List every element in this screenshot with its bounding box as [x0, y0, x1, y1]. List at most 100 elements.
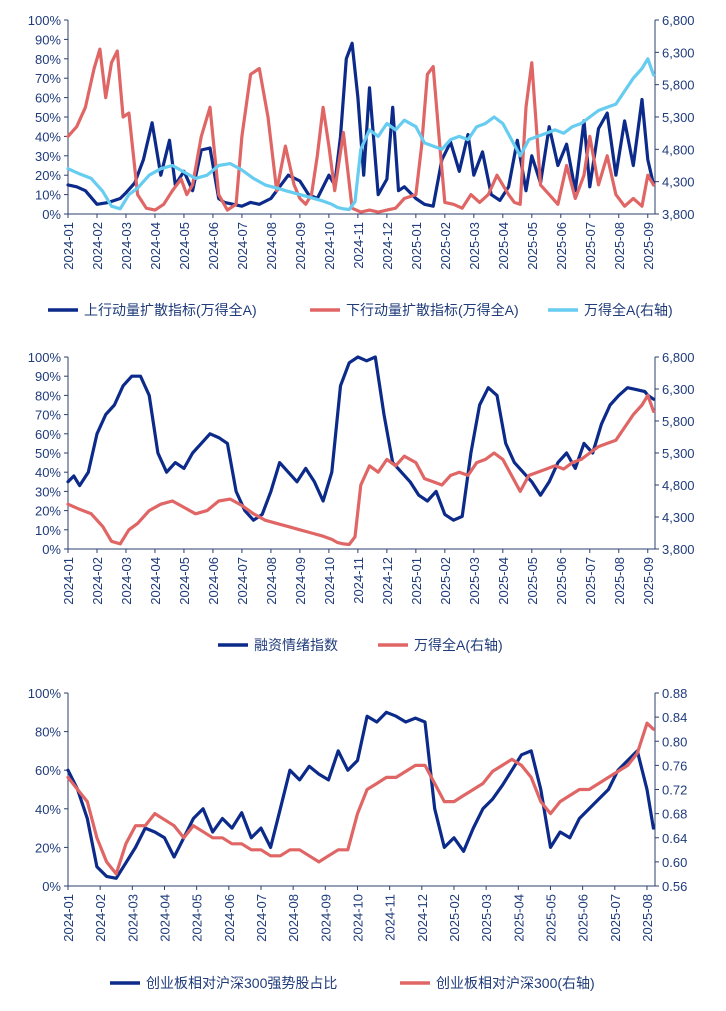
x-tick-label: 2024-07 — [235, 222, 250, 270]
x-tick-label: 2024-07 — [235, 557, 250, 605]
y-right-tick-label: 0.64 — [662, 831, 687, 846]
x-tick-label: 2024-10 — [322, 222, 337, 270]
y-left-tick-label: 90% — [35, 32, 61, 47]
x-tick-label: 2024-08 — [264, 222, 279, 270]
y-right-tick-label: 5,300 — [662, 446, 695, 461]
y-right-tick-label: 0.84 — [662, 710, 687, 725]
x-tick-label: 2025-03 — [467, 222, 482, 270]
y-right-tick-label: 4,300 — [662, 175, 695, 190]
legend-label: 万得全A(右轴) — [414, 637, 503, 653]
y-left-tick-label: 100% — [28, 686, 62, 701]
x-tick-label: 2025-01 — [409, 557, 424, 605]
x-tick-label: 2024-12 — [380, 557, 395, 605]
x-tick-label: 2024-06 — [222, 894, 237, 942]
y-left-tick-label: 70% — [35, 71, 61, 86]
y-right-tick-label: 0.88 — [662, 686, 687, 701]
y-left-tick-label: 50% — [35, 446, 61, 461]
x-tick-label: 2024-04 — [148, 222, 163, 270]
y-left-tick-label: 0% — [42, 207, 61, 222]
x-tick-label: 2024-03 — [125, 894, 140, 942]
y-left-tick-label: 60% — [35, 763, 61, 778]
x-tick-label: 2025-07 — [583, 557, 598, 605]
x-tick-label: 2024-12 — [415, 894, 430, 942]
x-tick-label: 2025-08 — [612, 222, 627, 270]
x-tick-label: 2024-09 — [318, 894, 333, 942]
y-left-tick-label: 10% — [35, 523, 61, 538]
x-tick-label: 2025-05 — [525, 557, 540, 605]
x-tick-label: 2024-10 — [350, 894, 365, 942]
y-left-tick-label: 80% — [35, 725, 61, 740]
x-tick-label: 2024-11 — [383, 894, 398, 941]
series-line-1-3 — [66, 57, 656, 212]
y-left-tick-label: 80% — [35, 52, 61, 67]
x-tick-label: 2024-06 — [206, 557, 221, 605]
series-line-1-1 — [66, 41, 656, 208]
y-right-tick-label: 0.80 — [662, 734, 687, 749]
y-left-tick-label: 90% — [35, 369, 61, 384]
x-tick-label: 2024-11 — [351, 222, 366, 269]
x-tick-label: 2024-05 — [177, 222, 192, 270]
x-tick-label: 2025-05 — [525, 222, 540, 270]
x-tick-label: 2024-03 — [119, 557, 134, 605]
x-tick-label: 2024-10 — [322, 557, 337, 605]
x-tick-label: 2025-06 — [554, 557, 569, 605]
legend-label: 创业板相对沪深300强势股占比 — [146, 975, 337, 991]
y-right-tick-label: 0.60 — [662, 855, 687, 870]
x-tick-label: 2024-09 — [293, 222, 308, 270]
y-left-tick-label: 40% — [35, 129, 61, 144]
y-left-tick-label: 10% — [35, 188, 61, 203]
y-left-tick-label: 20% — [35, 504, 61, 519]
x-tick-label: 2024-09 — [293, 557, 308, 605]
series-line-1-2 — [66, 47, 656, 214]
x-tick-label: 2025-03 — [479, 894, 494, 942]
series-line-2-2 — [66, 393, 656, 547]
x-tick-label: 2025-06 — [554, 222, 569, 270]
x-tick-label: 2024-07 — [254, 894, 269, 942]
y-left-tick-label: 20% — [35, 168, 61, 183]
x-tick-label: 2025-08 — [640, 894, 655, 942]
x-tick-label: 2024-08 — [264, 557, 279, 605]
x-tick-label: 2024-01 — [61, 557, 76, 605]
x-tick-label: 2024-08 — [286, 894, 301, 942]
y-right-tick-label: 0.76 — [662, 758, 687, 773]
x-tick-label: 2025-04 — [496, 557, 511, 605]
chart-momentum-diffusion: 0% 10% 20% 30% 40% 50% 60% 70% 80% 90% 100% 3,800 4,… — [28, 13, 695, 318]
x-tick-label: 2025-07 — [608, 894, 623, 942]
x-tick-label: 2025-08 — [612, 557, 627, 605]
y-right-tick-label: 0.56 — [662, 879, 687, 894]
legend-label: 万得全A(右轴) — [584, 302, 673, 318]
y-left-tick-label: 40% — [35, 465, 61, 480]
x-tick-label: 2025-09 — [641, 557, 656, 605]
y-right-tick-label: 4,800 — [662, 142, 695, 157]
x-tick-label: 2025-02 — [438, 222, 453, 270]
y-right-tick-label: 6,800 — [662, 350, 695, 365]
y-right-tick-label: 5,800 — [662, 78, 695, 93]
y-left-tick-label: 60% — [35, 427, 61, 442]
y-right-tick-label: 6,800 — [662, 13, 695, 28]
y-right-tick-label: 3,800 — [662, 207, 695, 222]
x-tick-label: 2024-02 — [90, 222, 105, 270]
y-left-tick-label: 70% — [35, 408, 61, 423]
x-tick-label: 2025-04 — [511, 894, 526, 942]
x-tick-label: 2025-03 — [467, 557, 482, 605]
y-left-tick-label: 50% — [35, 110, 61, 125]
y-left-tick-label: 100% — [28, 350, 62, 365]
chart-margin-sentiment: 0% 10% 20% 30% 40% 50% 60% 70% 80% 90% 100% 3,800 4,… — [28, 350, 695, 653]
series-line-3-1 — [66, 710, 655, 880]
x-tick-label: 2024-01 — [61, 222, 76, 270]
y-right-tick-label: 6,300 — [662, 45, 695, 60]
y-left-tick-label: 30% — [35, 149, 61, 164]
y-left-tick-label: 0% — [42, 542, 61, 557]
legend-label: 创业板相对沪深300(右轴) — [436, 975, 595, 991]
y-right-tick-label: 5,800 — [662, 414, 695, 429]
x-tick-label: 2025-04 — [496, 222, 511, 270]
x-tick-label: 2025-07 — [583, 222, 598, 270]
x-tick-label: 2024-11 — [351, 557, 366, 604]
y-left-tick-label: 80% — [35, 388, 61, 403]
x-tick-label: 2025-05 — [543, 894, 558, 942]
legend-label: 融资情绪指数 — [254, 637, 338, 653]
y-left-tick-label: 20% — [35, 840, 61, 855]
legend-label: 上行动量扩散指标(万得全A) — [84, 302, 257, 318]
